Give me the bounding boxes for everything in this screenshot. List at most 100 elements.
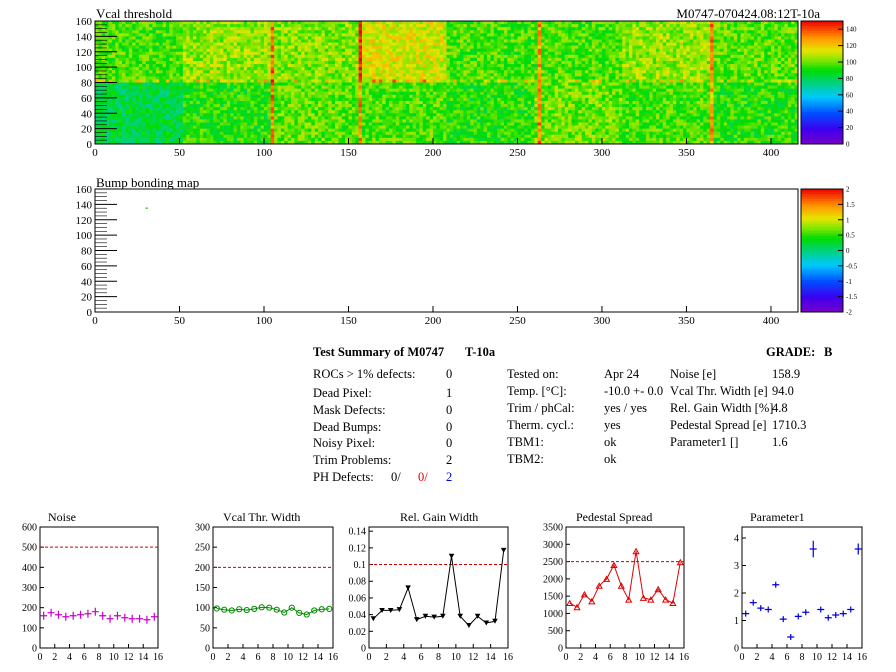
vcal-thr-width-point	[311, 607, 318, 614]
parameter1-point	[757, 605, 765, 612]
summary-label-ph-defects: PH Defects:	[313, 470, 374, 484]
noise-point	[91, 607, 99, 616]
vcal-colorbar-tick-label: 40	[846, 108, 854, 116]
noise-point	[106, 614, 114, 623]
noise-point	[47, 608, 55, 617]
vcal-map-y-tick-label: 100	[76, 62, 93, 74]
summary-value-ph-defects-1: 0/	[391, 470, 401, 484]
vcal-thr-width-y-tick-label: 300	[195, 523, 210, 534]
summary-label-tested-on: Tested on:	[507, 367, 559, 381]
vcal-map-x-tick-label: 250	[509, 147, 526, 159]
noise-x-tick-label: 16	[153, 652, 163, 663]
vcal-thr-width-x-tick-label: 10	[283, 652, 293, 663]
summary-value-ph-defects-3: 2	[446, 470, 453, 484]
parameter1-x-tick-label: 6	[785, 652, 790, 663]
vcal-thr-width-y-tick-label: 0	[205, 644, 210, 655]
vcal-thr-width-point	[228, 607, 235, 614]
vcal-thr-width-point	[288, 604, 295, 611]
rel-gain-width-point	[492, 618, 498, 624]
vcal-thr-width-point	[243, 606, 250, 614]
summary-value-tbm1: ok	[604, 435, 617, 449]
rel-gain-width-y-tick-label: 0.04	[349, 610, 367, 621]
bump-map-x-tick-label: 250	[509, 315, 526, 327]
rel-gain-width-x-tick-label: 10	[451, 652, 461, 663]
pedestal-spread-series-line	[569, 551, 681, 608]
parameter1-y-tick-label: 0	[734, 644, 739, 655]
summary-label-dead-bumps: Dead Bumps:	[313, 420, 382, 434]
pedestal-spread-point	[654, 585, 662, 593]
pedestal-spread-x-tick-label: 2	[578, 652, 583, 663]
pedestal-spread-point	[676, 558, 684, 566]
parameter1-point	[742, 610, 750, 617]
vcal-colorbar-tick-label: 100	[846, 59, 857, 67]
pedestal-spread-x-tick-label: 14	[664, 652, 674, 663]
rel-gain-width-plot: Rel. Gain Width 0 0.02 0.04 0.06 0.08 0.1 0.12 0…	[349, 510, 514, 663]
summary-value-pedestal: 1710.3	[772, 418, 807, 432]
pedestal-spread-x-tick-label: 8	[623, 652, 628, 663]
vcal-map-x-tick-label: 300	[594, 147, 611, 159]
pedestal-spread-x-tick-label: 6	[608, 652, 613, 663]
vcal-map-frame	[94, 20, 799, 145]
noise-point	[136, 614, 144, 623]
noise-x-tick-label: 12	[124, 652, 134, 663]
parameter1-point	[854, 543, 862, 555]
rel-gain-width-x-tick-label: 0	[367, 652, 372, 663]
vcal-thr-width-point	[303, 611, 310, 618]
parameter1-point	[824, 614, 832, 621]
summary-title: Test Summary of M0747	[313, 345, 445, 359]
vcal-map-y-tick-label: 60	[81, 93, 93, 105]
summary-value-noise: 158.9	[772, 367, 801, 381]
rel-gain-width-point	[396, 607, 403, 613]
noise-y-tick-label: 300	[22, 583, 37, 594]
rel-gain-width-y-tick-label: 0.1	[354, 560, 367, 571]
bump-bonding-title: Bump bonding map	[96, 175, 199, 190]
pedestal-spread-point	[602, 575, 611, 582]
vcal-map-y-tick-label: 20	[81, 124, 93, 136]
parameter1-y-tick-label: 1	[734, 616, 739, 627]
vcal-thr-width-point	[251, 605, 258, 612]
summary-value-mask-defects: 0	[446, 403, 453, 417]
grade-value: B	[824, 345, 833, 359]
summary-label-therm-cycl: Therm. cycl.:	[507, 418, 574, 432]
rel-gain-width-x-tick-label: 12	[468, 652, 478, 663]
summary-label-noisy-pixel: Noisy Pixel:	[313, 436, 376, 450]
vcal-thr-width-point	[326, 605, 333, 612]
pedestal-spread-x-tick-label: 4	[593, 652, 598, 663]
pedestal-spread-y-tick-label: 0	[558, 644, 563, 655]
parameter1-point	[817, 606, 825, 613]
vcal-map-x-tick-label: 350	[678, 147, 695, 159]
vcal-map-y-tick-label: 160	[76, 16, 93, 28]
noise-point	[84, 609, 92, 618]
bump-map-x-tick-label: 200	[425, 315, 442, 327]
parameter1-point	[832, 612, 840, 618]
pedestal-spread-point	[661, 596, 670, 603]
bump-colorbar-tick-label: 1.5	[846, 201, 855, 209]
parameter1-x-tick-label: 10	[812, 652, 822, 663]
bump-map-x-tick-label: 350	[678, 315, 695, 327]
rel-gain-width-title: Rel. Gain Width	[400, 510, 478, 524]
summary-label-trim-problems: Trim Problems:	[313, 453, 392, 467]
noise-point	[143, 615, 151, 624]
rel-gain-width-y-tick-label: 0.14	[349, 527, 367, 538]
vcal-colorbar-tick-label: 140	[846, 26, 857, 34]
pedestal-spread-point	[566, 599, 574, 607]
summary-value-therm-cycl: yes	[604, 418, 621, 432]
bump-map-y-tick-label: 0	[87, 307, 93, 319]
parameter1-point	[847, 606, 855, 613]
rel-gain-width-point	[431, 614, 437, 620]
parameter1-x-tick-label: 4	[770, 652, 775, 663]
vcal-thr-width-y-tick-label: 150	[195, 583, 210, 594]
vcal-thr-width-point	[273, 606, 280, 613]
rel-gain-width-point	[387, 607, 394, 613]
rel-gain-width-point	[413, 617, 420, 623]
parameter1-point	[809, 540, 817, 558]
summary-label-trim-phcal: Trim / phCal:	[507, 401, 575, 415]
rel-gain-width-y-tick-label: 0.06	[349, 593, 367, 604]
summary-label-noise: Noise [e]	[670, 367, 717, 381]
bump-colorbar-tick-label: -1.5	[846, 293, 858, 301]
summary-value-rel-gain: 4.8	[772, 401, 788, 415]
summary-label-parameter1: Parameter1 []	[670, 435, 739, 449]
